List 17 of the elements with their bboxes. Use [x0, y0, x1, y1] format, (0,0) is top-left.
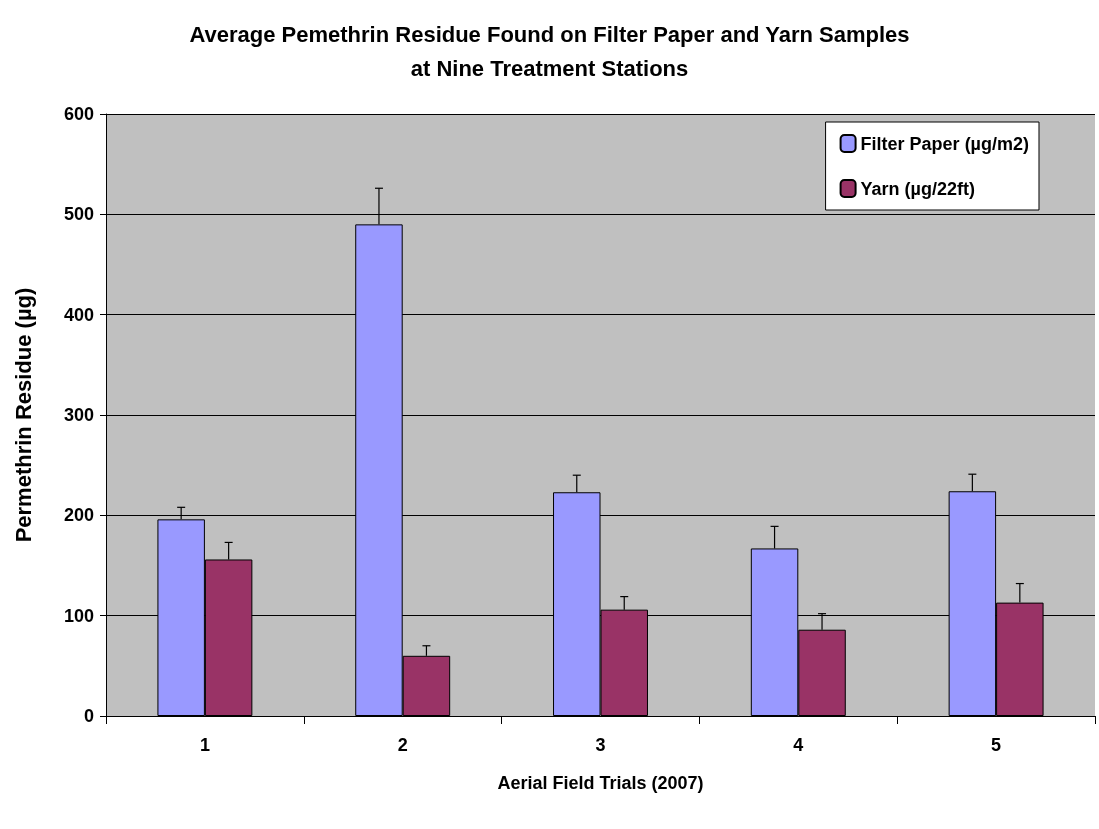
y-tick-label: 600	[63, 104, 94, 124]
x-tick-label: 2	[397, 735, 408, 755]
y-tick-label: 400	[63, 304, 94, 325]
y-tick-label: 100	[63, 605, 94, 626]
x-tick-label: 5	[991, 735, 1002, 755]
y-tick-label: 500	[63, 204, 94, 225]
legend-label: Yarn (µg/22ft)	[860, 178, 975, 199]
y-axis-title: Permethrin Residue (µg)	[10, 287, 36, 543]
y-tick-label: 200	[63, 505, 94, 526]
legend-label: Filter Paper (µg/m2)	[860, 133, 1030, 154]
x-axis-title: Aerial Field Trials (2007)	[497, 773, 704, 793]
x-tick-label: 1	[199, 735, 210, 755]
y-tick-label: 0	[83, 706, 94, 726]
x-tick-label: 4	[793, 735, 804, 755]
x-tick-label: 3	[595, 735, 606, 755]
chart-title: Average Pemethrin Residue Found on Filter Paper and Yarn Samples at Nine Treatment Stations	[189, 21, 910, 81]
y-tick-label: 300	[63, 405, 94, 425]
